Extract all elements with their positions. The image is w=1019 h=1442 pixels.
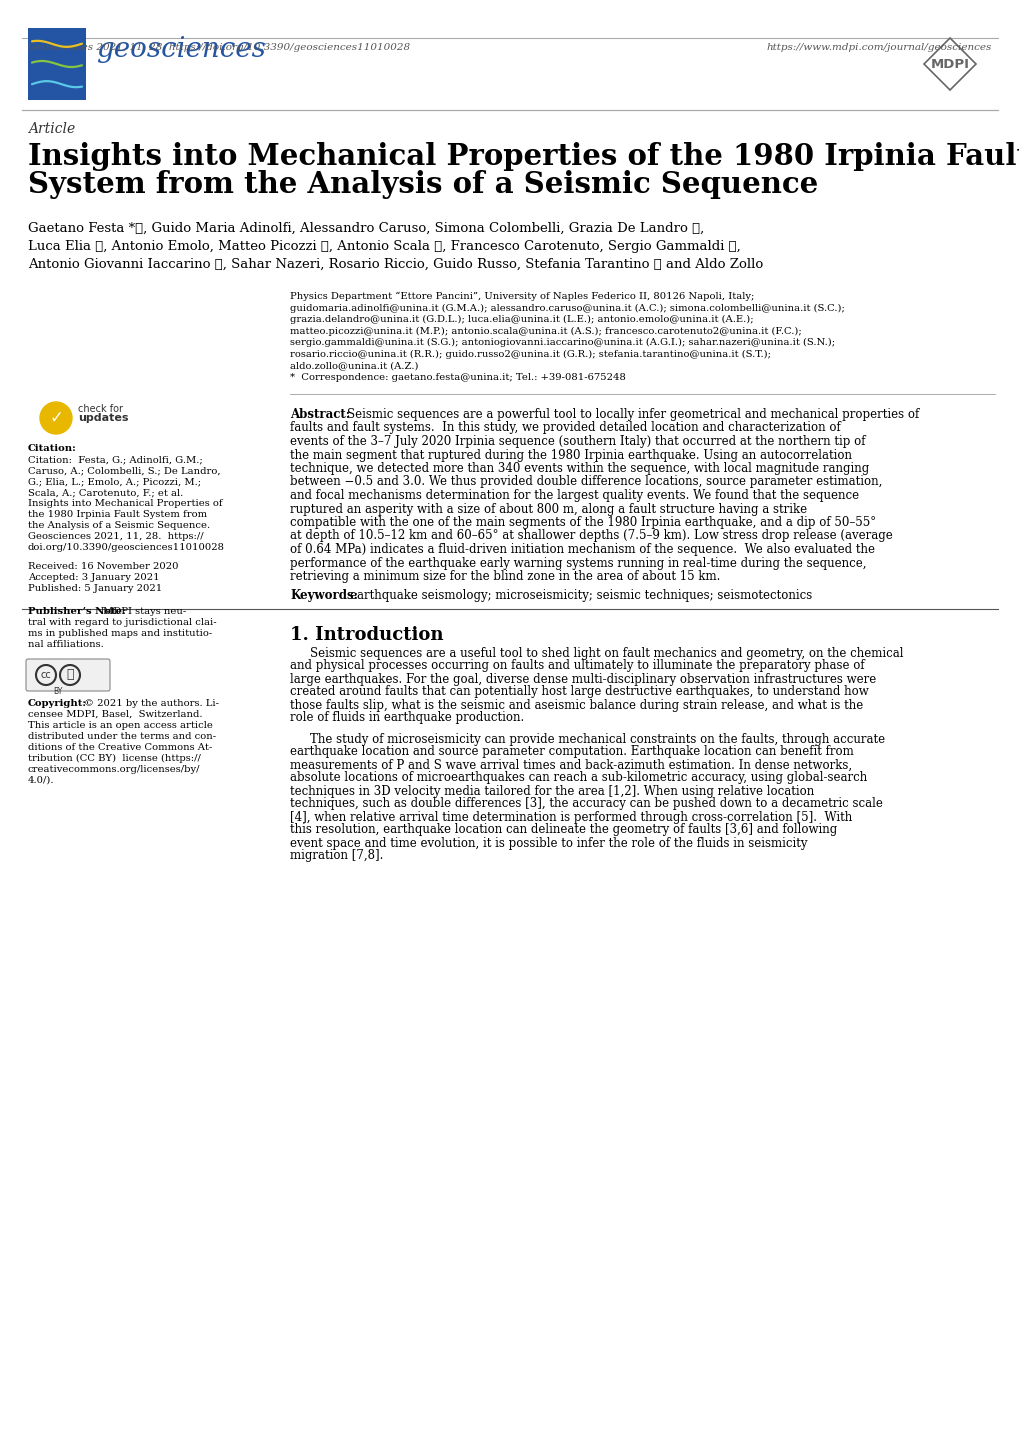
Text: © 2021 by the authors. Li-: © 2021 by the authors. Li- — [84, 699, 219, 708]
Text: faults and fault systems.  In this study, we provided detailed location and char: faults and fault systems. In this study,… — [289, 421, 840, 434]
Text: Keywords:: Keywords: — [289, 588, 358, 601]
Text: This article is an open access article: This article is an open access article — [28, 721, 213, 730]
Text: MDPI: MDPI — [929, 58, 968, 71]
Text: between −0.5 and 3.0. We thus provided double difference locations, source param: between −0.5 and 3.0. We thus provided d… — [289, 476, 881, 489]
Text: and focal mechanisms determination for the largest quality events. We found that: and focal mechanisms determination for t… — [289, 489, 858, 502]
Text: at depth of 10.5–12 km and 60–65° at shallower depths (7.5–9 km). Low stress dro: at depth of 10.5–12 km and 60–65° at sha… — [289, 529, 892, 542]
Text: geosciences: geosciences — [96, 36, 266, 63]
Text: compatible with the one of the main segments of the 1980 Irpinia earthquake, and: compatible with the one of the main segm… — [289, 516, 875, 529]
Text: updates: updates — [77, 412, 128, 423]
Text: ✓: ✓ — [49, 410, 63, 427]
Text: migration [7,8].: migration [7,8]. — [289, 849, 383, 862]
FancyBboxPatch shape — [28, 27, 86, 99]
Text: the main segment that ruptured during the 1980 Irpinia earthquake. Using an auto: the main segment that ruptured during th… — [289, 448, 851, 461]
Text: techniques, such as double differences [3], the accuracy can be pushed down to a: techniques, such as double differences [… — [289, 797, 882, 810]
Text: Antonio Giovanni Iaccarino ⓘ, Sahar Nazeri, Rosario Riccio, Guido Russo, Stefani: Antonio Giovanni Iaccarino ⓘ, Sahar Naze… — [28, 258, 762, 271]
Text: Geosciences 2021, 11, 28. https://doi.org/10.3390/geosciences11010028: Geosciences 2021, 11, 28. https://doi.or… — [28, 43, 410, 52]
Text: the Analysis of a Seismic Sequence.: the Analysis of a Seismic Sequence. — [28, 521, 210, 531]
Text: nal affiliations.: nal affiliations. — [28, 640, 104, 649]
Text: role of fluids in earthquake production.: role of fluids in earthquake production. — [289, 711, 524, 724]
Text: Gaetano Festa *ⓘ, Guido Maria Adinolfi, Alessandro Caruso, Simona Colombelli, Gr: Gaetano Festa *ⓘ, Guido Maria Adinolfi, … — [28, 222, 703, 235]
Text: event space and time evolution, it is possible to infer the role of the fluids i: event space and time evolution, it is po… — [289, 836, 807, 849]
Text: 1. Introduction: 1. Introduction — [289, 626, 443, 645]
Text: aldo.zollo@unina.it (A.Z.): aldo.zollo@unina.it (A.Z.) — [289, 360, 418, 371]
Text: creativecommons.org/licenses/by/: creativecommons.org/licenses/by/ — [28, 766, 201, 774]
Text: *  Correspondence: gaetano.festa@unina.it; Tel.: +39-081-675248: * Correspondence: gaetano.festa@unina.it… — [289, 372, 626, 382]
Text: grazia.delandro@unina.it (G.D.L.); luca.elia@unina.it (L.E.); antonio.emolo@unin: grazia.delandro@unina.it (G.D.L.); luca.… — [289, 314, 753, 324]
Text: Seismic sequences are a powerful tool to locally infer geometrical and mechanica: Seismic sequences are a powerful tool to… — [346, 408, 918, 421]
Text: check for: check for — [77, 404, 123, 414]
Text: Citation:  Festa, G.; Adinolfi, G.M.;: Citation: Festa, G.; Adinolfi, G.M.; — [28, 456, 203, 464]
Text: MDPI stays neu-: MDPI stays neu- — [103, 607, 186, 616]
Text: Publisher’s Note:: Publisher’s Note: — [28, 607, 125, 616]
Text: tribution (CC BY)  license (https://: tribution (CC BY) license (https:// — [28, 754, 201, 763]
Text: Physics Department “Ettore Pancini”, University of Naples Federico II, 80126 Nap: Physics Department “Ettore Pancini”, Uni… — [289, 291, 754, 301]
Text: BY: BY — [53, 686, 62, 696]
FancyBboxPatch shape — [25, 659, 110, 691]
Text: technique, we detected more than 340 events within the sequence, with local magn: technique, we detected more than 340 eve… — [289, 461, 868, 474]
Text: Abstract:: Abstract: — [289, 408, 350, 421]
Text: Seismic sequences are a useful tool to shed light on fault mechanics and geometr: Seismic sequences are a useful tool to s… — [310, 646, 903, 659]
Text: measurements of P and S wave arrival times and back-azimuth estimation. In dense: measurements of P and S wave arrival tim… — [289, 758, 851, 771]
Text: earthquake seismology; microseismicity; seismic techniques; seismotectonics: earthquake seismology; microseismicity; … — [350, 588, 811, 601]
Text: ⓑ: ⓑ — [66, 669, 73, 682]
Text: ruptured an asperity with a size of about 800 m, along a fault structure having : ruptured an asperity with a size of abou… — [289, 502, 806, 515]
Text: guidomaria.adinolfi@unina.it (G.M.A.); alessandro.caruso@unina.it (A.C.); simona: guidomaria.adinolfi@unina.it (G.M.A.); a… — [289, 303, 844, 313]
Text: matteo.picozzi@unina.it (M.P.); antonio.scala@unina.it (A.S.); francesco.caroten: matteo.picozzi@unina.it (M.P.); antonio.… — [289, 326, 801, 336]
Text: The study of microseismicity can provide mechanical constraints on the faults, t: The study of microseismicity can provide… — [310, 733, 884, 746]
Text: created around faults that can potentially host large destructive earthquakes, t: created around faults that can potential… — [289, 685, 868, 698]
Text: https://www.mdpi.com/journal/geosciences: https://www.mdpi.com/journal/geosciences — [766, 43, 991, 52]
Text: and physical processes occurring on faults and ultimately to illuminate the prep: and physical processes occurring on faul… — [289, 659, 864, 672]
Text: Copyright:: Copyright: — [28, 699, 87, 708]
Text: System from the Analysis of a Seismic Sequence: System from the Analysis of a Seismic Se… — [28, 170, 817, 199]
Text: Received: 16 November 2020: Received: 16 November 2020 — [28, 562, 178, 571]
Text: techniques in 3D velocity media tailored for the area [1,2]. When using relative: techniques in 3D velocity media tailored… — [289, 784, 813, 797]
Text: 4.0/).: 4.0/). — [28, 776, 54, 784]
Text: the 1980 Irpinia Fault System from: the 1980 Irpinia Fault System from — [28, 510, 207, 519]
Text: earthquake location and source parameter computation. Earthquake location can be: earthquake location and source parameter… — [289, 746, 853, 758]
Text: Geosciences 2021, 11, 28.  https://: Geosciences 2021, 11, 28. https:// — [28, 532, 204, 541]
Text: Published: 5 January 2021: Published: 5 January 2021 — [28, 584, 162, 593]
Text: those faults slip, what is the seismic and aseismic balance during strain releas: those faults slip, what is the seismic a… — [289, 698, 862, 711]
Text: ms in published maps and institutio-: ms in published maps and institutio- — [28, 629, 212, 637]
Text: large earthquakes. For the goal, diverse dense multi-disciplinary observation in: large earthquakes. For the goal, diverse… — [289, 672, 875, 685]
Text: distributed under the terms and con-: distributed under the terms and con- — [28, 733, 216, 741]
Text: Scala, A.; Carotenuto, F.; et al.: Scala, A.; Carotenuto, F.; et al. — [28, 487, 183, 497]
Text: [4], when relative arrival time determination is performed through cross-correla: [4], when relative arrival time determin… — [289, 810, 852, 823]
Text: of 0.64 MPa) indicates a fluid-driven initiation mechanism of the sequence.  We : of 0.64 MPa) indicates a fluid-driven in… — [289, 544, 874, 557]
Text: G.; Elia, L.; Emolo, A.; Picozzi, M.;: G.; Elia, L.; Emolo, A.; Picozzi, M.; — [28, 477, 201, 486]
Text: Accepted: 3 January 2021: Accepted: 3 January 2021 — [28, 572, 159, 583]
Text: Insights into Mechanical Properties of the 1980 Irpinia Fault: Insights into Mechanical Properties of t… — [28, 141, 1019, 172]
Text: rosario.riccio@unina.it (R.R.); guido.russo2@unina.it (G.R.); stefania.tarantino: rosario.riccio@unina.it (R.R.); guido.ru… — [289, 349, 770, 359]
Text: events of the 3–7 July 2020 Irpinia sequence (southern Italy) that occurred at t: events of the 3–7 July 2020 Irpinia sequ… — [289, 435, 865, 448]
Text: Article: Article — [28, 123, 75, 136]
Text: tral with regard to jurisdictional clai-: tral with regard to jurisdictional clai- — [28, 619, 216, 627]
Text: retrieving a minimum size for the blind zone in the area of about 15 km.: retrieving a minimum size for the blind … — [289, 570, 719, 583]
Text: Citation:: Citation: — [28, 444, 76, 453]
Text: sergio.gammaldi@unina.it (S.G.); antoniogiovanni.iaccarino@unina.it (A.G.I.); sa: sergio.gammaldi@unina.it (S.G.); antonio… — [289, 337, 835, 348]
Text: cc: cc — [41, 671, 51, 681]
Text: censee MDPI, Basel,  Switzerland.: censee MDPI, Basel, Switzerland. — [28, 709, 203, 720]
Text: Luca Elia ⓘ, Antonio Emolo, Matteo Picozzi ⓘ, Antonio Scala ⓘ, Francesco Caroten: Luca Elia ⓘ, Antonio Emolo, Matteo Picoz… — [28, 239, 740, 252]
Text: absolute locations of microearthquakes can reach a sub-kilometric accuracy, usin: absolute locations of microearthquakes c… — [289, 771, 866, 784]
Circle shape — [40, 402, 72, 434]
Text: Insights into Mechanical Properties of: Insights into Mechanical Properties of — [28, 499, 222, 508]
Text: Caruso, A.; Colombelli, S.; De Landro,: Caruso, A.; Colombelli, S.; De Landro, — [28, 466, 220, 474]
Text: doi.org/10.3390/geosciences11010028: doi.org/10.3390/geosciences11010028 — [28, 544, 225, 552]
Text: this resolution, earthquake location can delineate the geometry of faults [3,6] : this resolution, earthquake location can… — [289, 823, 837, 836]
Text: ditions of the Creative Commons At-: ditions of the Creative Commons At- — [28, 743, 212, 751]
Text: performance of the earthquake early warning systems running in real-time during : performance of the earthquake early warn… — [289, 557, 866, 570]
